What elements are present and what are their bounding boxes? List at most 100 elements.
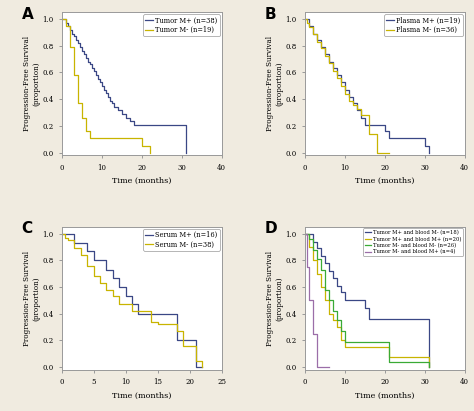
- Plasma M- (n=36): [326, 61, 331, 66]
- Plasma M+ (n=19): [330, 66, 336, 71]
- Plasma M- (n=36): [354, 106, 359, 111]
- Tumor M- (n=19): [147, 150, 153, 155]
- Serum M- (n=38): [116, 302, 122, 307]
- Tumor M+ (n=38): [182, 150, 188, 155]
- Tumor M+ and blood M- (n=18): [330, 275, 336, 280]
- Text: A: A: [22, 7, 33, 22]
- Tumor M+ and blood M- (n=18): [362, 306, 367, 311]
- Tumor M- and blood M- (n=26): [334, 318, 339, 323]
- Tumor M+ and blood M- (n=18): [422, 316, 428, 321]
- Plasma M+ (n=19): [302, 16, 308, 21]
- Serum M- (n=38): [91, 274, 96, 279]
- Serum M- (n=38): [167, 322, 173, 327]
- Tumor M+ and blood M+ (n=20): [354, 345, 359, 350]
- Tumor M+ and blood M+ (n=20): [386, 354, 392, 359]
- Tumor M- and blood M+ (n=4): [318, 365, 323, 369]
- Tumor M+ and blood M+ (n=20): [422, 354, 428, 359]
- Serum M+ (n=16): [155, 311, 160, 316]
- Tumor M- and blood M- (n=26): [318, 267, 323, 272]
- Tumor M+ (n=38): [179, 122, 184, 127]
- Tumor M+ and blood M+ (n=20): [406, 354, 411, 359]
- Serum M+ (n=16): [59, 231, 64, 236]
- Tumor M- and blood M- (n=26): [374, 339, 379, 344]
- Line: Plasma M+ (n=19): Plasma M+ (n=19): [305, 19, 428, 152]
- Tumor M+ and blood M+ (n=20): [382, 345, 387, 350]
- Tumor M+ and blood M- (n=18): [414, 316, 419, 321]
- Tumor M+ (n=38): [115, 107, 120, 112]
- Tumor M+ and blood M+ (n=20): [374, 345, 379, 350]
- Plasma M- (n=36): [358, 113, 364, 118]
- Plasma M- (n=36): [302, 16, 308, 21]
- Tumor M+ and blood M+ (n=20): [338, 338, 344, 343]
- Tumor M- (n=19): [83, 129, 89, 134]
- Tumor M+ (n=38): [85, 59, 91, 64]
- Tumor M+ and blood M+ (n=20): [326, 311, 331, 316]
- Serum M- (n=38): [65, 238, 71, 243]
- Plasma M+ (n=19): [394, 136, 400, 141]
- Tumor M- and blood M- (n=26): [330, 309, 336, 314]
- Tumor M+ and blood M+ (n=20): [306, 245, 311, 249]
- Tumor M- and blood M- (n=26): [306, 236, 311, 241]
- Tumor M- and blood M- (n=26): [422, 359, 428, 364]
- Tumor M+ (n=38): [131, 122, 137, 127]
- X-axis label: Time (months): Time (months): [112, 392, 171, 400]
- Plasma M+ (n=19): [374, 122, 379, 127]
- Tumor M- and blood M- (n=26): [310, 247, 316, 252]
- Tumor M- and blood M- (n=26): [410, 359, 415, 364]
- Plasma M- (n=36): [304, 21, 310, 25]
- Serum M- (n=38): [180, 343, 186, 348]
- Tumor M- and blood M- (n=26): [418, 359, 423, 364]
- Serum M- (n=38): [84, 263, 90, 268]
- Tumor M- (n=19): [123, 136, 128, 141]
- Plasma M- (n=36): [334, 75, 339, 80]
- Line: Tumor M+ and blood M- (n=18): Tumor M+ and blood M- (n=18): [305, 233, 428, 367]
- Tumor M+ (n=38): [171, 122, 176, 127]
- Tumor M+ and blood M- (n=18): [322, 261, 328, 266]
- Plasma M+ (n=19): [418, 136, 423, 141]
- Tumor M+ (n=38): [167, 122, 173, 127]
- Plasma M- (n=36): [314, 39, 319, 44]
- Plasma M+ (n=19): [414, 136, 419, 141]
- Tumor M- (n=19): [131, 136, 137, 141]
- Tumor M- and blood M- (n=26): [402, 359, 408, 364]
- Tumor M- and blood M- (n=26): [342, 339, 347, 344]
- Tumor M+ (n=38): [139, 122, 145, 127]
- Tumor M+ (n=38): [151, 122, 156, 127]
- Tumor M- and blood M- (n=26): [354, 339, 359, 344]
- Plasma M+ (n=19): [402, 136, 408, 141]
- Y-axis label: Progression-Free Survival
(proportion): Progression-Free Survival (proportion): [23, 36, 41, 132]
- Tumor M- (n=19): [91, 136, 96, 141]
- Tumor M+ and blood M- (n=18): [334, 283, 339, 288]
- Tumor M- and blood M+ (n=4): [326, 365, 331, 369]
- Plasma M- (n=36): [318, 46, 323, 51]
- Tumor M- (n=19): [139, 143, 145, 148]
- Serum M- (n=38): [59, 231, 64, 236]
- Serum M- (n=38): [78, 252, 83, 257]
- Plasma M+ (n=19): [354, 107, 359, 112]
- Serum M- (n=38): [136, 309, 141, 314]
- Tumor M+ and blood M+ (n=20): [318, 284, 323, 289]
- Serum M+ (n=16): [110, 275, 116, 280]
- Serum M+ (n=16): [103, 267, 109, 272]
- Tumor M+ (n=38): [71, 34, 76, 39]
- Serum M- (n=38): [110, 294, 116, 299]
- Tumor M+ and blood M- (n=18): [370, 316, 375, 321]
- Plasma M+ (n=19): [338, 79, 344, 84]
- Tumor M+ (n=38): [103, 90, 109, 95]
- Plasma M+ (n=19): [310, 31, 316, 36]
- Plasma M- (n=36): [370, 132, 375, 136]
- Plasma M+ (n=19): [410, 136, 415, 141]
- Serum M+ (n=16): [161, 311, 167, 316]
- Plasma M+ (n=19): [314, 38, 319, 43]
- Tumor M+ and blood M+ (n=20): [310, 258, 316, 263]
- Line: Tumor M- and blood M+ (n=4): Tumor M- and blood M+ (n=4): [305, 233, 328, 367]
- Tumor M- (n=19): [143, 143, 148, 148]
- Line: Tumor M- (n=19): Tumor M- (n=19): [62, 19, 150, 152]
- Serum M+ (n=16): [142, 311, 147, 316]
- Plasma M+ (n=19): [304, 16, 310, 21]
- Plasma M- (n=36): [322, 54, 328, 59]
- Tumor M- and blood M- (n=26): [398, 359, 403, 364]
- Tumor M+ (n=38): [159, 122, 164, 127]
- Serum M- (n=38): [200, 365, 205, 369]
- Plasma M- (n=36): [366, 132, 372, 136]
